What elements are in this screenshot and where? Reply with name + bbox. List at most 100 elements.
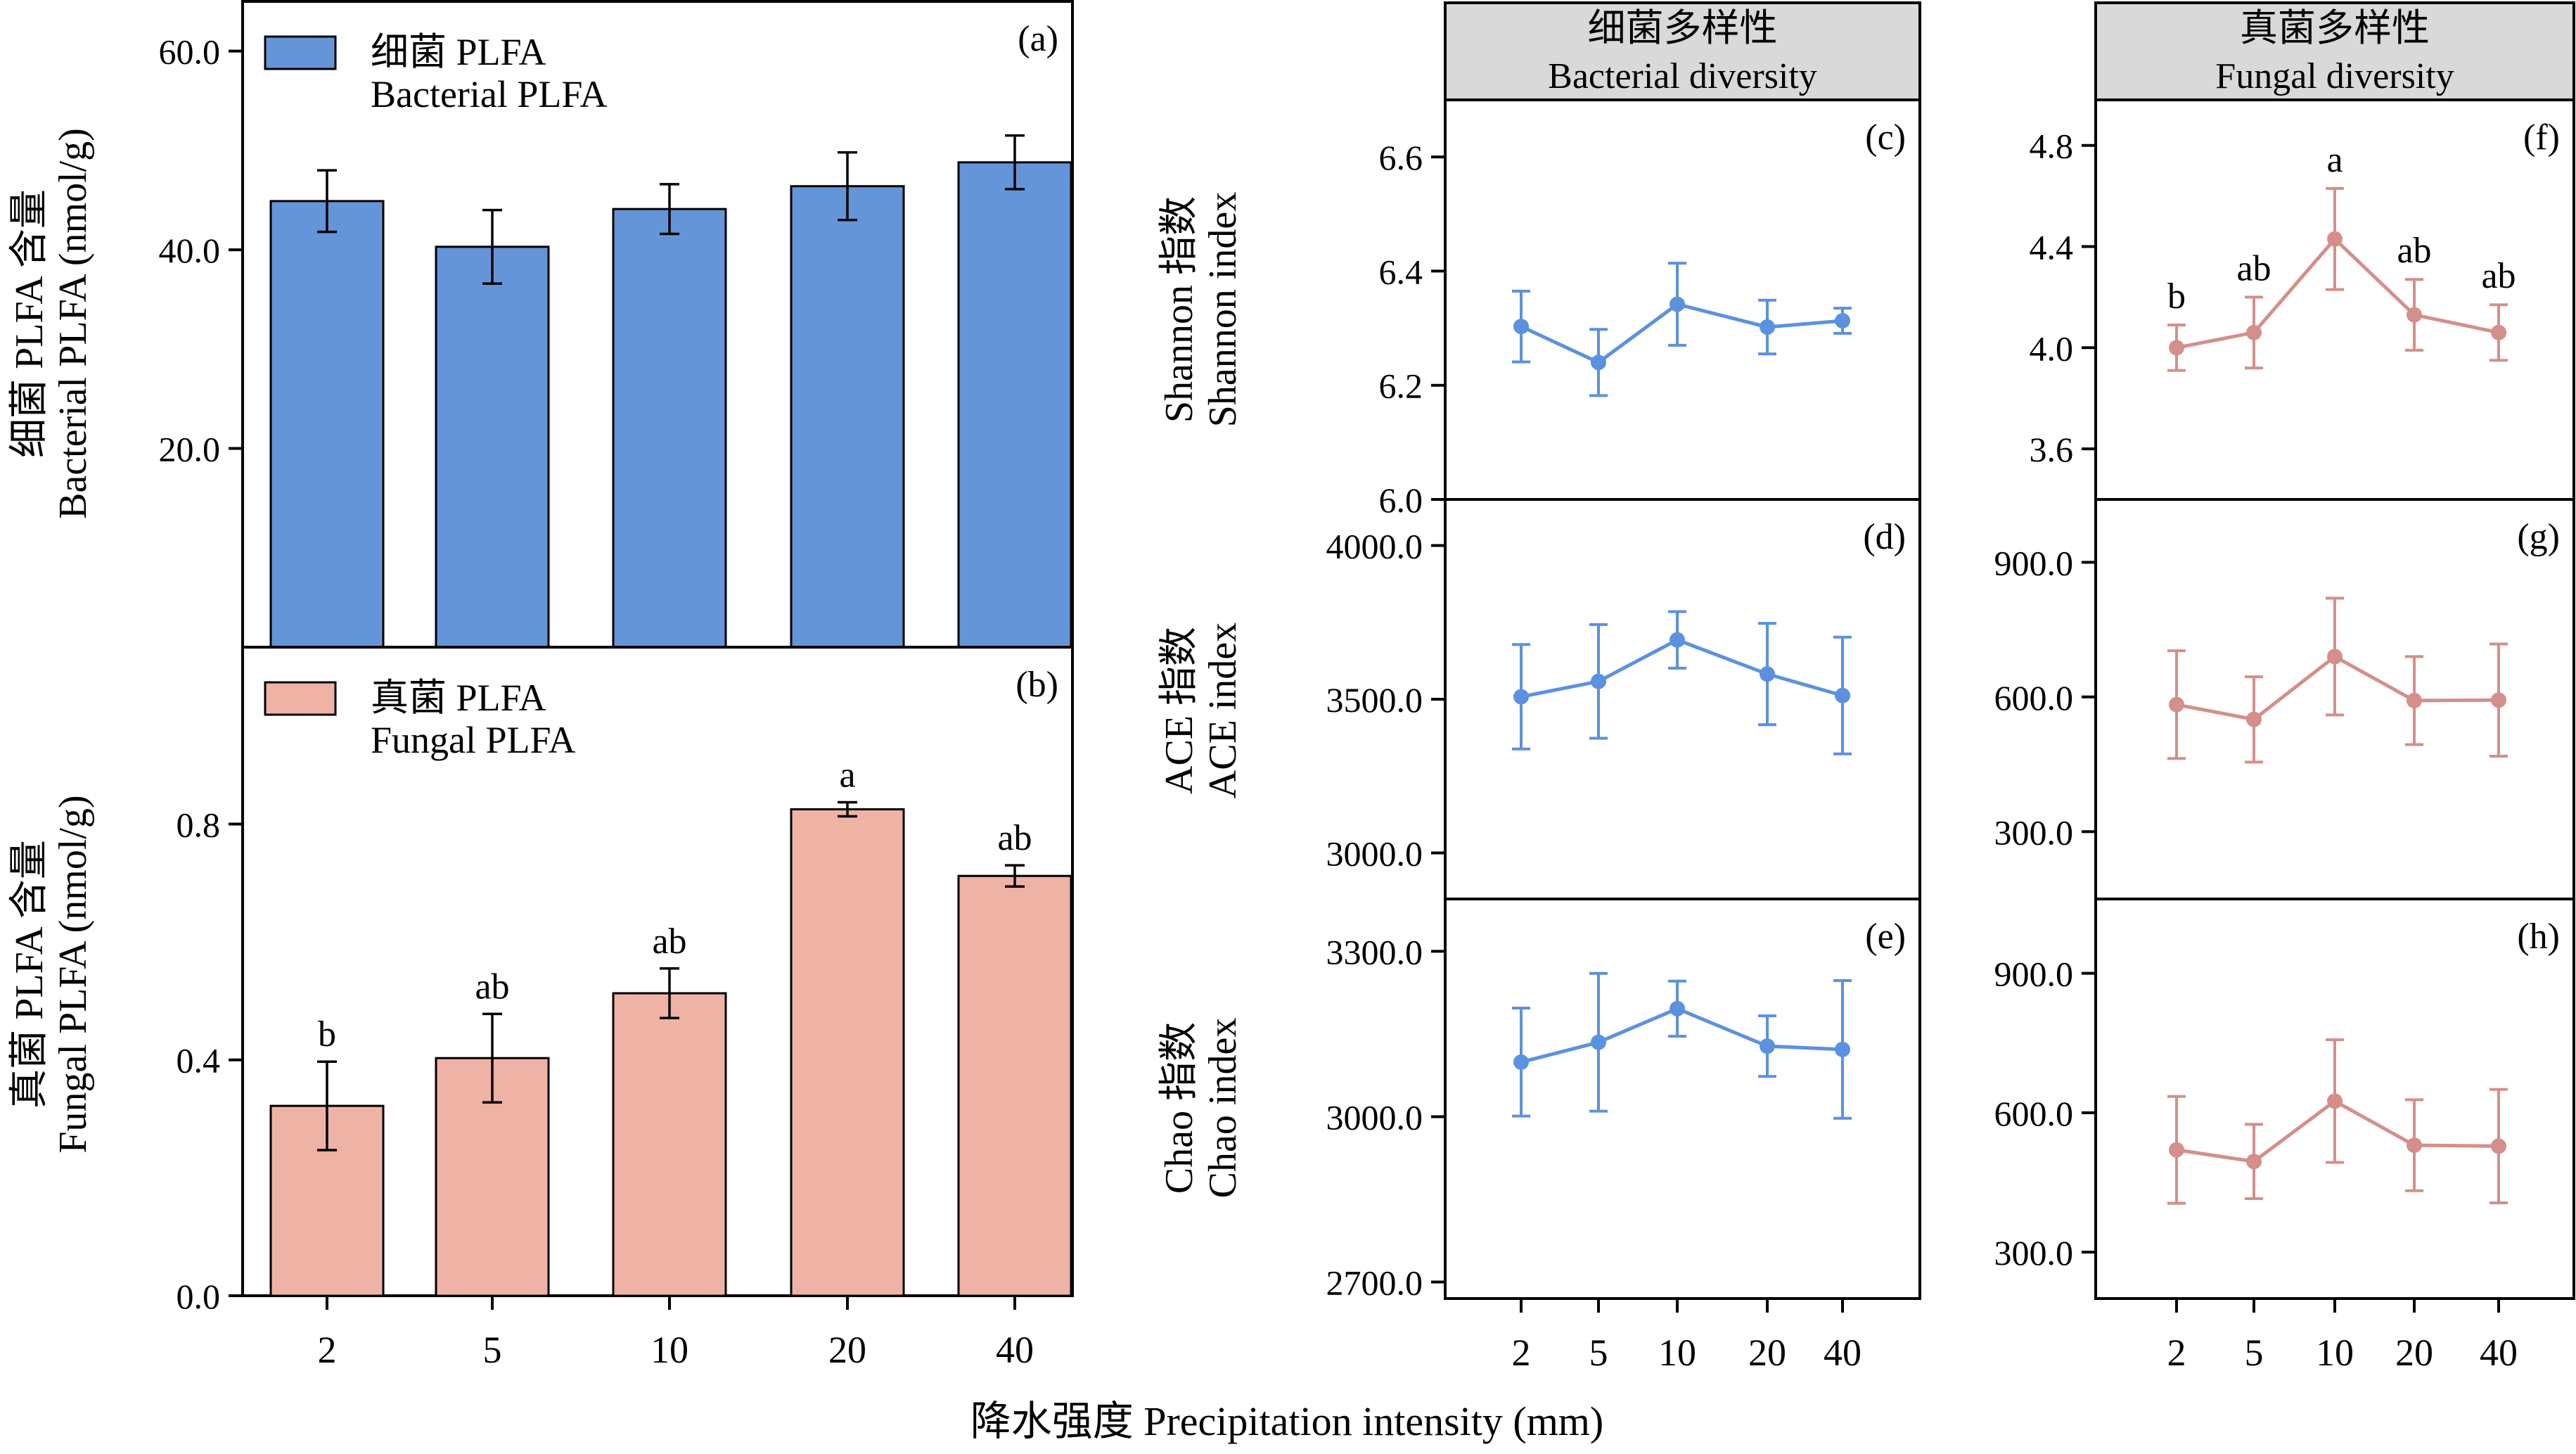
panel-b-bar xyxy=(957,874,1072,1297)
panel-c-point xyxy=(1760,319,1775,335)
panel-f-point xyxy=(2246,324,2262,340)
panel-a-ytick-label: 60.0 xyxy=(159,32,221,72)
panel-g-series-line xyxy=(2176,654,2499,722)
panel-b-panel-label: (b) xyxy=(1015,665,1058,705)
panel-f-point xyxy=(2491,324,2506,340)
panel-f-sig-letter: ab xyxy=(2481,256,2516,296)
panel-d-ylabel-en: ACE index xyxy=(1201,623,1245,798)
panel-a-ylabel-cn: 细菌 PLFA 含量 xyxy=(8,189,51,458)
panel-f-sig-letter: ab xyxy=(2397,231,2431,271)
panel-g-ytick-label: 300.0 xyxy=(1994,812,2074,852)
panel-c-point xyxy=(1670,296,1685,312)
panel-c-ytick-label: 6.4 xyxy=(1379,252,1423,291)
panel-b-ytick-label: 0.8 xyxy=(177,805,221,844)
panel-h-point xyxy=(2169,1142,2184,1158)
panel-b-legend-swatch xyxy=(264,681,337,716)
panel-c-ytick-label: 6.2 xyxy=(1379,366,1423,406)
panel-c-point xyxy=(1835,313,1850,329)
panel-d-ytick-label: 3500.0 xyxy=(1326,680,1423,720)
panel-h-point xyxy=(2491,1138,2506,1154)
panel-a-bar xyxy=(612,208,727,649)
panel-e-ytick-label: 2700.0 xyxy=(1326,1263,1423,1302)
panel-f-series-line xyxy=(2176,236,2499,350)
panel-b-ytick-label: 0.4 xyxy=(177,1041,221,1080)
panel-h-ytick-label: 900.0 xyxy=(1994,955,2074,994)
panel-b-ylabel-en: Fungal PLFA (nmol/g) xyxy=(51,795,95,1153)
panel-e-ytick-label: 3300.0 xyxy=(1326,932,1423,971)
panel-a-legend-cn: 细菌 PLFA xyxy=(371,31,546,73)
panel-a-legend-swatch xyxy=(264,35,337,70)
panel-c-ytick-label: 6.0 xyxy=(1379,480,1423,520)
x-axis-title: 降水强度 Precipitation intensity (mm) xyxy=(970,1398,1604,1444)
panel-e-xtick-label: 5 xyxy=(1589,1332,1608,1374)
panel-g-point xyxy=(2246,711,2262,727)
panel-e-point xyxy=(1591,1034,1606,1050)
panel-a-bar xyxy=(790,185,905,649)
panel-f-point xyxy=(2169,340,2184,356)
panel-b-sig-letter: b xyxy=(318,1014,336,1054)
panel-b-ytick-label: 0.0 xyxy=(177,1277,221,1316)
panel-f-sig-letter: b xyxy=(2167,276,2186,317)
panel-g-point xyxy=(2407,692,2422,708)
panel-d-ylabel-cn: ACE 指数 xyxy=(1158,627,1201,794)
panel-h-ytick-label: 300.0 xyxy=(1994,1233,2074,1273)
panel-e-point xyxy=(1513,1054,1529,1070)
panel-a-ytick-label: 40.0 xyxy=(159,231,221,270)
bar-xtick-label: 2 xyxy=(318,1329,337,1371)
panel-f-point xyxy=(2327,231,2343,247)
panel-h-xtick-label: 40 xyxy=(2480,1332,2518,1374)
panel-d-ytick-label: 4000.0 xyxy=(1326,527,1423,566)
panel-g-ytick-label: 900.0 xyxy=(1994,543,2074,582)
panel-a-bar xyxy=(957,161,1072,649)
fungal-diversity-header-cn: 真菌多样性 xyxy=(2240,7,2430,49)
panel-c-ylabel-cn: Shannon 指数 xyxy=(1158,196,1201,423)
panel-g-point xyxy=(2491,692,2506,708)
panel-b-legend-en: Fungal PLFA xyxy=(371,719,576,761)
panel-a-panel-label: (a) xyxy=(1018,19,1058,59)
panel-d-ytick-label: 3000.0 xyxy=(1326,834,1423,873)
panel-a-ylabel-en: Bacterial PLFA (nmol/g) xyxy=(51,128,95,519)
panel-f-sig-letter: ab xyxy=(2236,248,2271,288)
panel-f-ytick-label: 4.8 xyxy=(2030,127,2074,166)
panel-c-point xyxy=(1513,319,1529,335)
panel-c-ytick-label: 6.6 xyxy=(1379,138,1423,177)
panel-g-panel-label: (g) xyxy=(2517,517,2560,557)
panel-c-panel-label: (c) xyxy=(1865,117,1906,158)
panel-e-frame xyxy=(1444,898,1921,1300)
panel-d-panel-label: (d) xyxy=(1863,517,1906,557)
panel-h-point xyxy=(2327,1093,2343,1109)
bacterial-diversity-header-en: Bacterial diversity xyxy=(1548,56,1817,96)
fungal-diversity-header-en: Fungal diversity xyxy=(2215,56,2454,96)
panel-h-xtick-label: 20 xyxy=(2395,1332,2433,1374)
panel-f-point xyxy=(2407,307,2422,323)
panel-d-point xyxy=(1835,687,1850,703)
panel-d-point xyxy=(1670,632,1685,648)
panel-b-sig-letter: ab xyxy=(652,921,686,962)
panel-c-point xyxy=(1591,355,1606,371)
panel-d-point xyxy=(1513,689,1529,705)
panel-g-point xyxy=(2327,649,2343,665)
panel-e-point xyxy=(1760,1038,1775,1054)
panel-c-series-line xyxy=(1520,302,1843,365)
panel-b-bar xyxy=(790,808,905,1297)
panel-e-panel-label: (e) xyxy=(1865,917,1906,957)
panel-a-bar xyxy=(435,245,550,649)
panel-h-ytick-label: 600.0 xyxy=(1994,1094,2074,1133)
panel-h-point xyxy=(2246,1154,2262,1170)
bacterial-diversity-header-box xyxy=(1444,1,1921,101)
panel-b-sig-letter: a xyxy=(839,755,855,795)
panel-g-point xyxy=(2169,696,2184,713)
panel-c-ylabel-en: Shannon index xyxy=(1201,192,1245,427)
panel-f-ytick-label: 4.4 xyxy=(2030,228,2074,267)
panel-a-bar xyxy=(269,200,385,649)
panel-b-ylabel-cn: 真菌 PLFA 含量 xyxy=(8,840,51,1109)
panel-e-ylabel-en: Chao index xyxy=(1201,1018,1245,1199)
panel-g-ytick-label: 600.0 xyxy=(1994,678,2074,718)
panel-e-ylabel-cn: Chao 指数 xyxy=(1158,1022,1201,1194)
bar-xtick-label: 10 xyxy=(651,1329,688,1371)
panel-e-point xyxy=(1835,1041,1850,1057)
bacterial-diversity-header-cn: 细菌多样性 xyxy=(1588,7,1778,49)
panel-h-xtick-label: 2 xyxy=(2167,1332,2186,1374)
panel-f-ytick-label: 3.6 xyxy=(2030,430,2074,469)
